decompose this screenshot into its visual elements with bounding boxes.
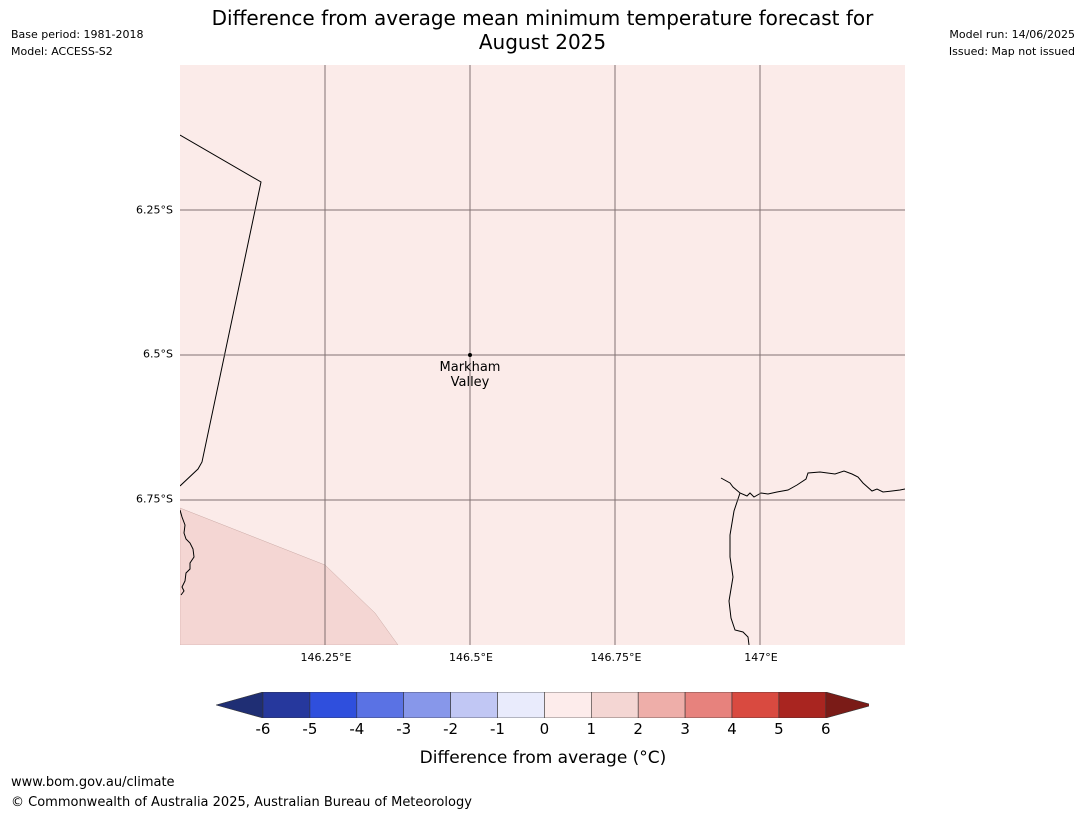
colorbar-over-arrow <box>825 692 869 718</box>
graticule <box>180 65 905 645</box>
border-line <box>180 134 262 487</box>
colorbar-segment <box>450 692 498 718</box>
place-label-line-2: Valley <box>450 375 490 390</box>
place-label-markham-valley: Markham Valley <box>440 360 501 390</box>
river-line <box>728 492 750 645</box>
colorbar-segment <box>544 692 592 718</box>
place-label-line-1: Markham <box>439 360 501 375</box>
colorbar-tick-label: 3 <box>680 720 690 738</box>
meta-left: Base period: 1981-2018 Model: ACCESS-S2 <box>11 26 143 60</box>
coastline <box>180 134 905 645</box>
colorbar-segment <box>590 692 639 718</box>
colorbar-tick-label: -6 <box>255 720 271 738</box>
colorbar-segment <box>778 692 827 718</box>
colorbar-title: Difference from average (°C) <box>419 748 667 768</box>
meta-right: Model run: 14/06/2025 Issued: Map not is… <box>949 26 1075 60</box>
map-title: Difference from average mean minimum tem… <box>180 6 905 54</box>
colorbar-segment <box>309 692 358 718</box>
title-line-2: August 2025 <box>478 30 607 54</box>
colorbar-under-arrow <box>216 692 264 718</box>
issued-status: Issued: Map not issued <box>948 45 1075 58</box>
colorbar-tick-label: -4 <box>349 720 365 738</box>
footer-copyright: © Commonwealth of Australia 2025, Austra… <box>11 795 472 810</box>
footer-url: www.bom.gov.au/climate <box>11 775 175 790</box>
base-period: Base period: 1981-2018 <box>11 28 144 41</box>
colorbar-segment <box>637 692 686 718</box>
west-coastline <box>180 509 195 596</box>
lon-tick-146-75: 146.75°E <box>590 651 642 664</box>
colorbar-tick-label: 0 <box>539 720 550 738</box>
lat-tick-6-75: 6.75°S <box>136 492 173 506</box>
title-line-1: Difference from average mean minimum tem… <box>211 6 874 30</box>
colorbar-tick-label: -2 <box>443 720 459 738</box>
lat-tick-6-25: 6.25°S <box>136 203 173 217</box>
colorbar-tick-label: 6 <box>821 720 831 738</box>
place-marker <box>468 353 472 357</box>
lat-tick-6-5: 6.5°S <box>143 347 173 361</box>
colorbar-tick-label: -3 <box>396 720 412 738</box>
east-coastline <box>720 470 905 498</box>
lower-anomaly-region <box>180 507 399 645</box>
colorbar-segment <box>731 692 780 718</box>
colorbar-tick-label: -5 <box>302 720 318 738</box>
lon-tick-146-5: 146.5°E <box>449 651 493 664</box>
model-run: Model run: 14/06/2025 <box>949 28 1075 41</box>
forecast-map <box>180 65 905 645</box>
colorbar-tick-label: 4 <box>727 720 737 738</box>
colorbar <box>216 692 869 718</box>
colorbar-tick-label: 5 <box>774 720 784 738</box>
colorbar-tick-label: 1 <box>586 720 597 738</box>
colorbar-segment <box>684 692 733 718</box>
colorbar-segment <box>356 692 405 718</box>
model-name: Model: ACCESS-S2 <box>11 45 113 58</box>
colorbar-tick-label: 2 <box>633 720 643 738</box>
colorbar-segment <box>497 692 545 718</box>
lon-tick-147: 147°E <box>744 651 778 664</box>
colorbar-segment <box>403 692 451 718</box>
colorbar-tick-label: -1 <box>490 720 505 738</box>
colorbar-segment <box>262 692 311 718</box>
lon-tick-146-25: 146.25°E <box>300 651 352 664</box>
